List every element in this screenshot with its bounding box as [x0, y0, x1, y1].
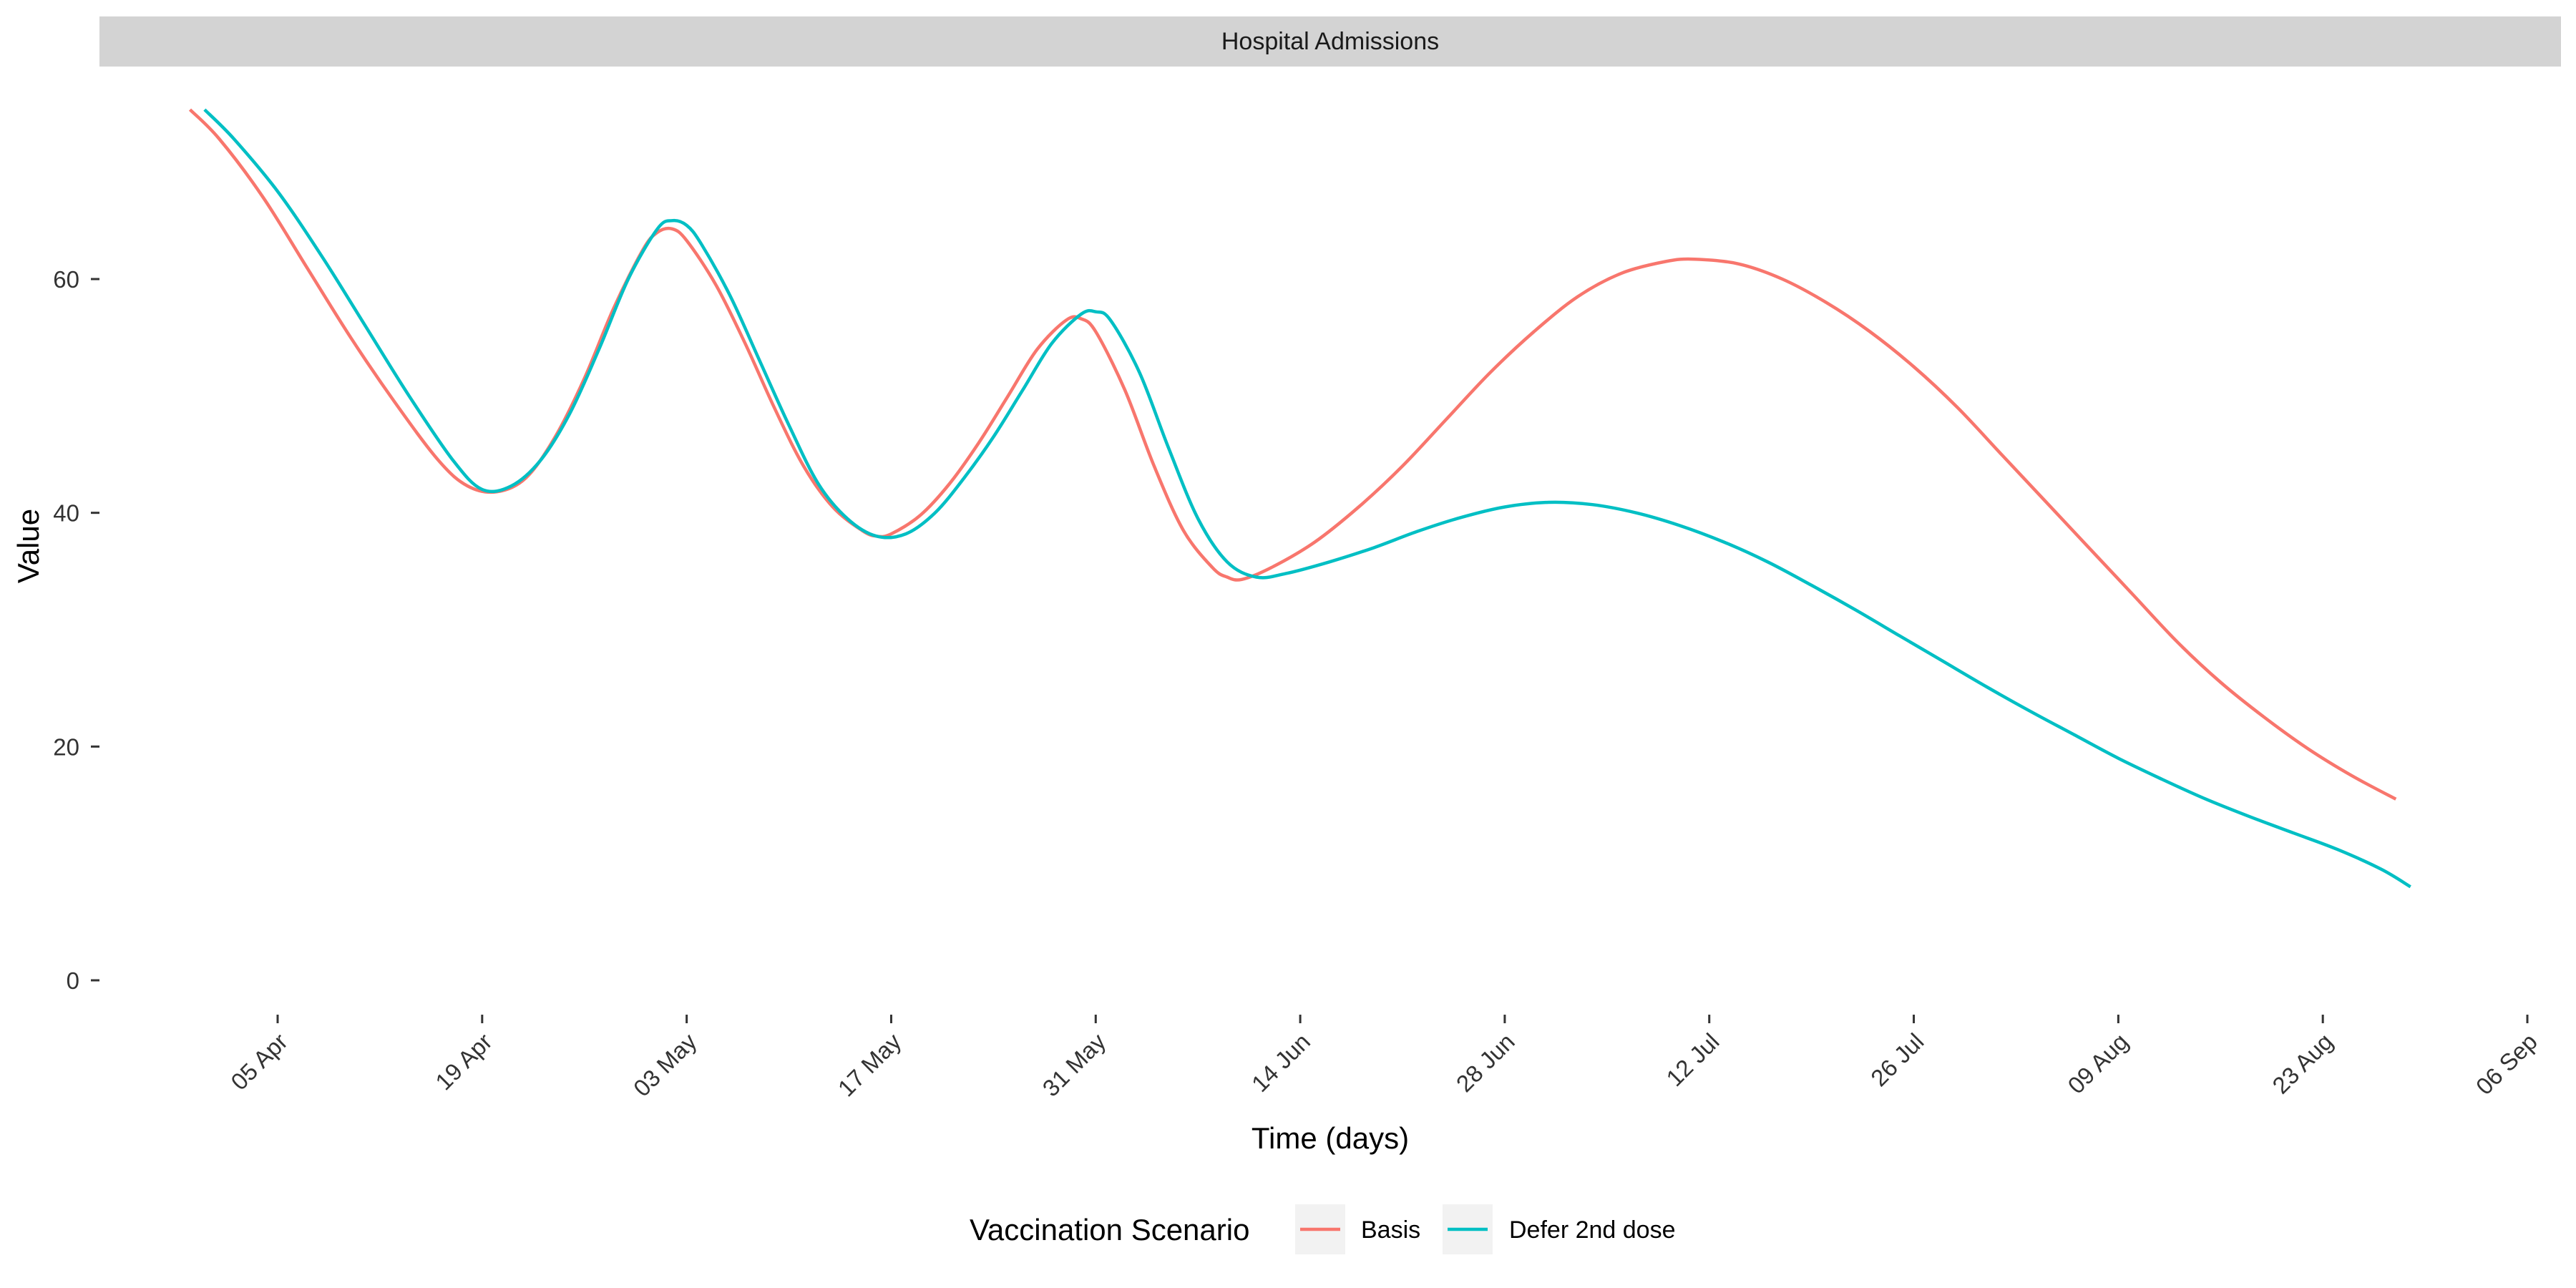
x-tick-label: 31 May [1038, 1028, 1111, 1101]
x-tick-label: 26 Jul [1865, 1028, 1928, 1091]
x-tick-label: 28 Jun [1451, 1028, 1520, 1097]
series-layer [188, 108, 2411, 889]
series-line-basis [188, 108, 2397, 801]
y-tick-label: 0 [67, 967, 79, 994]
x-tick-label: 12 Jul [1661, 1028, 1724, 1091]
legend-label: Defer 2nd dose [1509, 1216, 1676, 1244]
y-axis: 0 20 40 60 [53, 266, 99, 994]
x-tick-label: 14 Jun [1246, 1028, 1315, 1097]
facet-strip [99, 16, 2561, 67]
legend: Vaccination Scenario Basis Defer 2nd dose [970, 1204, 1676, 1254]
x-tick-label: 19 Apr [430, 1028, 497, 1096]
x-axis: 05 Apr 19 Apr 03 May 17 May 31 May 14 Jun 28 J… [225, 1015, 2542, 1101]
y-tick-label: 60 [53, 266, 79, 293]
x-axis-title: Time (days) [1252, 1121, 1409, 1155]
legend-items: Basis Defer 2nd dose [1295, 1204, 1676, 1254]
legend-label: Basis [1361, 1216, 1420, 1244]
facet-strip-title: Hospital Admissions [1221, 28, 1439, 55]
y-tick-label: 40 [53, 500, 79, 527]
y-axis-title: Value [11, 509, 45, 583]
y-tick-label: 20 [53, 733, 79, 760]
x-tick-label: 23 Aug [2267, 1028, 2338, 1099]
x-tick-label: 17 May [833, 1028, 907, 1101]
x-tick-label: 09 Aug [2062, 1028, 2133, 1099]
legend-title: Vaccination Scenario [970, 1213, 1249, 1246]
series-line-defer-2nd-dose [203, 108, 2411, 889]
x-tick-label: 05 Apr [225, 1028, 293, 1096]
x-tick-label: 06 Sep [2471, 1028, 2542, 1100]
x-tick-label: 03 May [628, 1028, 702, 1101]
